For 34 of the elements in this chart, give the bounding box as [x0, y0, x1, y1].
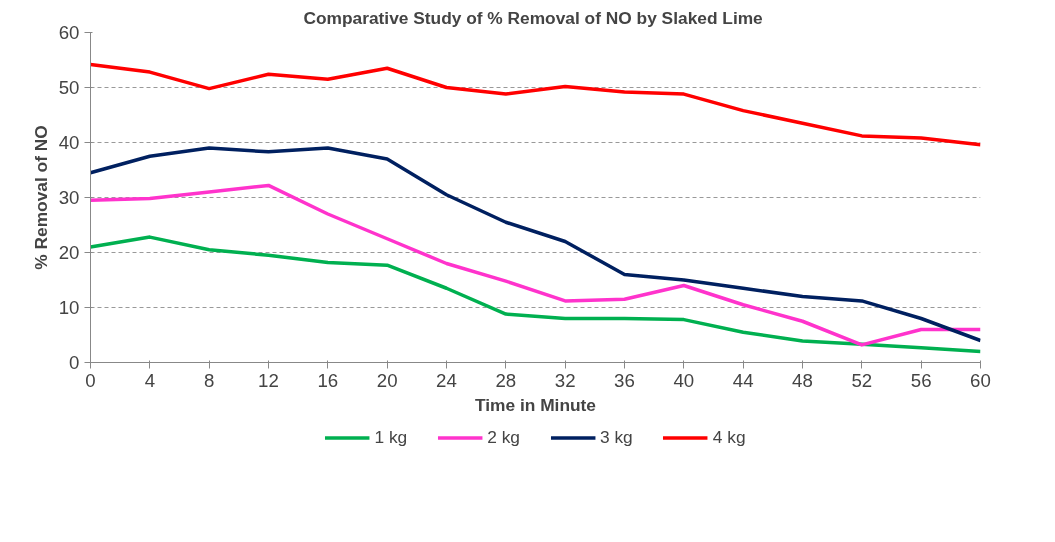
x-tick-label: 44 — [732, 369, 754, 391]
y-tick-label: 30 — [58, 187, 80, 208]
x-tick-label: 32 — [554, 369, 576, 391]
x-tick-label: 28 — [495, 369, 517, 391]
line-series — [90, 183, 981, 347]
x-tick-label: 8 — [203, 369, 215, 391]
y-tick-label: 10 — [58, 297, 80, 318]
x-tick-label: 4 — [144, 369, 156, 391]
y-tick-label: 40 — [58, 132, 80, 153]
legend-label: 1 kg — [374, 426, 408, 448]
x-tick-label: 0 — [85, 369, 96, 391]
legend-label: 2 kg — [487, 426, 520, 448]
y-tick-label: 0 — [69, 352, 80, 373]
x-tick-label: 52 — [851, 369, 873, 391]
x-axis-title: Time in Minute — [475, 394, 597, 415]
x-tick-label: 24 — [436, 369, 457, 391]
x-tick-label: 40 — [673, 369, 695, 391]
chart-title: Comparative Study of % Removal of NO by Slaked Lime — [303, 7, 764, 28]
line-series — [90, 62, 981, 147]
x-tick-label: 48 — [792, 369, 813, 391]
x-tick-label: 56 — [910, 369, 932, 391]
y-tick-label: 60 — [58, 22, 80, 43]
y-axis-title: % Removal of NO — [30, 125, 51, 270]
legend-label: 3 kg — [600, 426, 633, 448]
x-tick-label: 60 — [970, 369, 991, 391]
x-tick-label: 16 — [317, 369, 339, 391]
y-tick-label: 50 — [58, 77, 80, 98]
x-tick-label: 36 — [614, 369, 635, 391]
line-series — [90, 146, 981, 343]
line-series — [90, 235, 981, 354]
x-tick-label: 12 — [258, 369, 279, 391]
y-tick-label: 20 — [58, 242, 80, 263]
legend-label: 4 kg — [712, 426, 746, 448]
x-tick-label: 20 — [376, 369, 398, 391]
